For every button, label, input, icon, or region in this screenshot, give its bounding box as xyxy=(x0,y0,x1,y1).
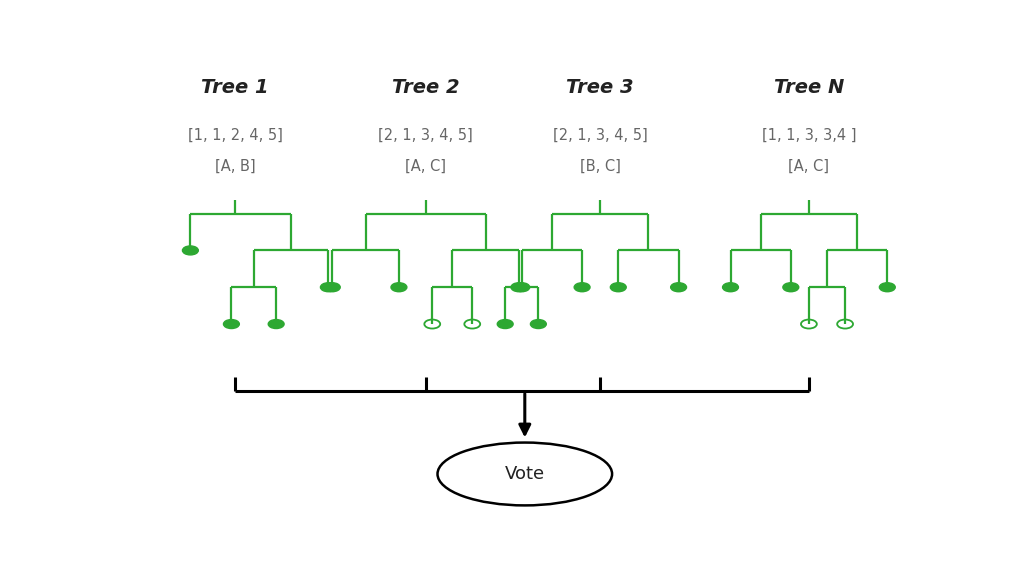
Circle shape xyxy=(530,319,547,329)
Circle shape xyxy=(182,246,199,255)
Text: [A, C]: [A, C] xyxy=(406,159,446,174)
Circle shape xyxy=(268,319,284,329)
Text: Tree 2: Tree 2 xyxy=(392,79,460,97)
Text: Tree 3: Tree 3 xyxy=(566,79,634,97)
Text: Tree N: Tree N xyxy=(774,79,844,97)
Circle shape xyxy=(723,283,738,292)
Circle shape xyxy=(223,319,240,329)
Text: [1, 1, 2, 4, 5]: [1, 1, 2, 4, 5] xyxy=(187,128,283,143)
Circle shape xyxy=(574,283,590,292)
Circle shape xyxy=(514,283,529,292)
Text: [A, B]: [A, B] xyxy=(215,159,255,174)
Circle shape xyxy=(610,283,627,292)
Circle shape xyxy=(671,283,686,292)
Circle shape xyxy=(325,283,340,292)
Text: Tree 1: Tree 1 xyxy=(202,79,269,97)
Circle shape xyxy=(880,283,895,292)
Circle shape xyxy=(511,283,527,292)
Ellipse shape xyxy=(437,442,612,505)
Text: [2, 1, 3, 4, 5]: [2, 1, 3, 4, 5] xyxy=(553,128,647,143)
Circle shape xyxy=(783,283,799,292)
Circle shape xyxy=(391,283,407,292)
Text: [B, C]: [B, C] xyxy=(580,159,621,174)
Circle shape xyxy=(498,319,513,329)
Text: [2, 1, 3, 4, 5]: [2, 1, 3, 4, 5] xyxy=(378,128,473,143)
Text: [1, 1, 3, 3,4 ]: [1, 1, 3, 3,4 ] xyxy=(762,128,856,143)
Circle shape xyxy=(321,283,336,292)
Text: Vote: Vote xyxy=(505,465,545,483)
Text: [A, C]: [A, C] xyxy=(788,159,829,174)
